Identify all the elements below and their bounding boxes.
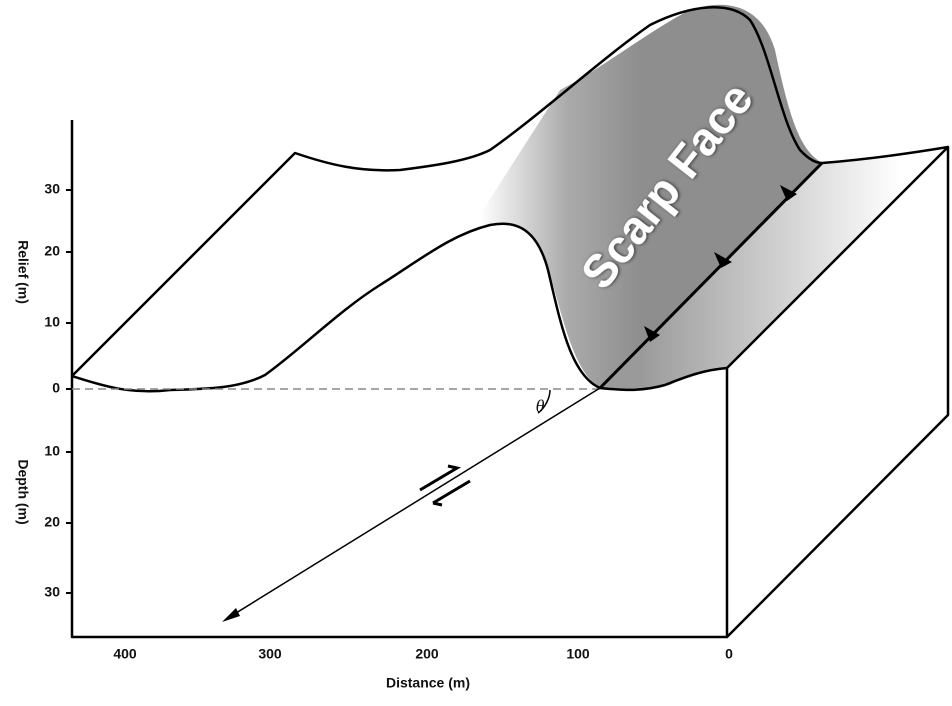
block-side bbox=[725, 145, 950, 639]
slip-arrow-down bbox=[432, 479, 471, 507]
ticks: 0 10 20 30 10 20 30 400 300 200 100 0 bbox=[44, 181, 733, 662]
thrust-teeth bbox=[644, 185, 797, 342]
angle-label: θ bbox=[536, 396, 545, 416]
depth-label: Depth (m) bbox=[15, 459, 31, 524]
scarp-fill bbox=[470, 4, 822, 389]
slip-arrow-up bbox=[419, 464, 462, 492]
relief-tick-label: 0 bbox=[52, 380, 60, 396]
fault-plane bbox=[227, 387, 601, 619]
distance-tick-label: 300 bbox=[258, 646, 282, 662]
distance-tick-label: 100 bbox=[566, 646, 590, 662]
relief-label: Relief (m) bbox=[15, 240, 31, 304]
relief-tick-label: 10 bbox=[44, 314, 60, 330]
fault-trace bbox=[598, 161, 824, 390]
distance-label: Distance (m) bbox=[386, 675, 470, 691]
depth-tick-label: 10 bbox=[44, 443, 60, 459]
distance-tick-label: 400 bbox=[113, 646, 137, 662]
relief-tick-label: 20 bbox=[44, 243, 60, 259]
depth-tick-label: 20 bbox=[44, 514, 60, 530]
relief-tick-label: 30 bbox=[44, 181, 60, 197]
angle-arc bbox=[537, 389, 551, 414]
depth-tick-label: 30 bbox=[44, 584, 60, 600]
footwall-fill bbox=[600, 147, 948, 390]
distance-tick-label: 200 bbox=[415, 646, 439, 662]
arrowhead bbox=[222, 608, 240, 622]
distance-tick-label: 0 bbox=[725, 646, 733, 662]
axes bbox=[70, 120, 727, 639]
